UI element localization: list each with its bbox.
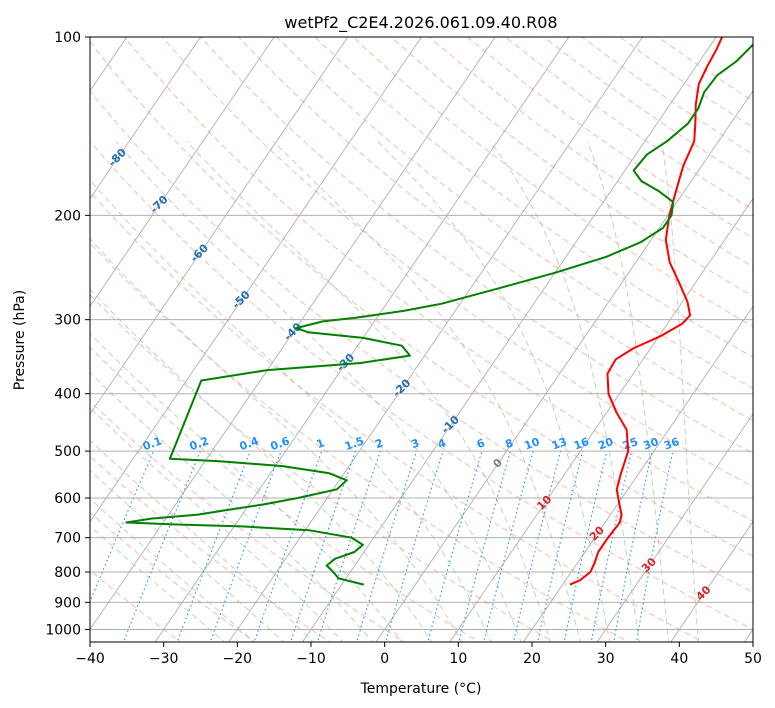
- moist-adiabat: [90, 288, 433, 642]
- mixing-ratio-label: 1.5: [343, 434, 366, 453]
- mixing-ratio-line: [537, 450, 584, 642]
- y-tick-label: 400: [54, 387, 81, 403]
- isotherm-line: [522, 305, 753, 642]
- mixing-ratio-label: 16: [572, 435, 591, 453]
- mixing-ratio-label: 1: [315, 436, 327, 451]
- moist-adiabat: [586, 141, 670, 642]
- isotherm-line: [90, 37, 202, 200]
- isotherm-line: [596, 413, 753, 642]
- y-tick-label: 200: [54, 208, 81, 224]
- moist-adiabat: [661, 141, 699, 642]
- mixing-ratio-label: 0.2: [188, 434, 211, 453]
- moist-adiabat: [272, 140, 581, 642]
- isotherm-line: [154, 37, 570, 642]
- y-tick-label: 600: [54, 491, 81, 507]
- moist-adiabat: [90, 332, 403, 642]
- temperature-profile: [569, 37, 724, 586]
- dry-adiabat: [238, 37, 753, 422]
- mixing-ratio-label: 13: [550, 435, 569, 452]
- isotherm-line: [375, 90, 753, 642]
- x-axis: −40 −30 −20 −10 0 10 20 30 40 50: [75, 642, 762, 667]
- dry-adiabat: [90, 41, 753, 557]
- x-tick-label: 30: [597, 651, 615, 667]
- x-tick-label: −40: [75, 651, 105, 667]
- isotherm-line: [90, 37, 496, 631]
- mixing-ratio-label: 20: [596, 435, 615, 453]
- dry-adiabat: [90, 242, 630, 642]
- x-tick-label: 50: [744, 651, 762, 667]
- moist-adiabat: [90, 407, 344, 642]
- moist-adiabat: [90, 525, 226, 642]
- mixing-ratio-line: [427, 450, 483, 642]
- mixing-ratio-label: 2: [373, 436, 385, 451]
- mixing-ratio-label: 36: [662, 435, 681, 453]
- mixing-ratio-label: 3: [409, 436, 421, 451]
- moist-adiabat: [90, 238, 463, 642]
- mixing-ratio-label: 0.1: [141, 434, 164, 453]
- x-tick-label: 0: [380, 651, 389, 667]
- x-tick-label: 10: [449, 651, 467, 667]
- profile-lines: [125, 37, 753, 586]
- moist-adiabat: [90, 439, 314, 642]
- dry-adiabat: [90, 140, 753, 630]
- y-axis-title: Pressure (hPa): [12, 290, 28, 390]
- dry-adiabat: [90, 346, 481, 642]
- y-tick-label: 500: [54, 444, 81, 460]
- isotherm-line: [228, 37, 644, 642]
- mixing-ratio-line: [483, 450, 534, 642]
- x-tick-label: −30: [149, 651, 179, 667]
- dry-adiabat: [90, 90, 753, 593]
- mixing-ratio-label: 30: [641, 435, 660, 453]
- chart-title: wetPf2_C2E4.2026.061.09.40.R08: [284, 13, 557, 33]
- isotherm-line: [301, 37, 717, 642]
- mixing-ratio-label: 0.4: [238, 434, 261, 453]
- moist-adiabat: [90, 179, 492, 642]
- plot-area: [90, 37, 753, 642]
- isotherm-line: [90, 37, 275, 308]
- y-tick-label: 900: [54, 595, 81, 611]
- moist-adiabat: [115, 140, 522, 642]
- dry-adiabat: [90, 191, 705, 642]
- background-lines: [90, 37, 753, 642]
- plot-frame: [89, 36, 754, 643]
- mixing-ratio-line: [512, 450, 562, 642]
- mixing-ratio-line: [356, 450, 418, 642]
- y-tick-label: 1000: [45, 622, 81, 638]
- y-tick-label: 700: [54, 531, 81, 547]
- mixing-ratio-line: [458, 450, 512, 642]
- x-tick-label: 20: [523, 651, 541, 667]
- y-tick-label: 300: [54, 313, 81, 329]
- dry-adiabat: [90, 294, 555, 642]
- mixing-ratio-label: 4: [436, 436, 448, 451]
- mixing-ratio-label: 0.6: [269, 434, 292, 453]
- dry-adiabat: [390, 37, 753, 298]
- y-axis: 100 200 300 400 500 600 700 800 900 1000: [45, 30, 90, 638]
- isotherm-line: [90, 37, 349, 415]
- dewpoint-profile: [125, 43, 753, 586]
- moist-adiabat: [90, 498, 255, 642]
- mixing-ratio-label: 6: [475, 436, 487, 451]
- moist-adiabat: [90, 371, 374, 642]
- dry-adiabat: [90, 511, 256, 642]
- x-tick-label: −10: [296, 651, 326, 667]
- mixing-ratio-labels: 0.1 0.2 0.4 0.6 1 1.5 2 3 4 6 8 10 13 16 20 25 30 36: [141, 434, 681, 453]
- y-tick-label: 100: [54, 30, 81, 46]
- mixing-ratio-line: [253, 450, 323, 642]
- isotherm-line: [670, 520, 753, 642]
- x-tick-label: −20: [223, 651, 253, 667]
- mixing-ratio-line: [385, 450, 444, 642]
- mixing-ratio-label: 10: [523, 435, 542, 453]
- y-tick-label: 800: [54, 565, 81, 581]
- isotherm-line: [90, 37, 423, 523]
- x-axis-title: Temperature (°C): [360, 681, 482, 697]
- dry-adiabat: [276, 37, 753, 390]
- moist-adiabat: [377, 140, 611, 642]
- mixing-ratio-label: 8: [503, 436, 515, 451]
- x-tick-label: 40: [670, 651, 688, 667]
- mixing-ratio-label: 25: [621, 435, 640, 452]
- isotherm-line: [449, 197, 753, 642]
